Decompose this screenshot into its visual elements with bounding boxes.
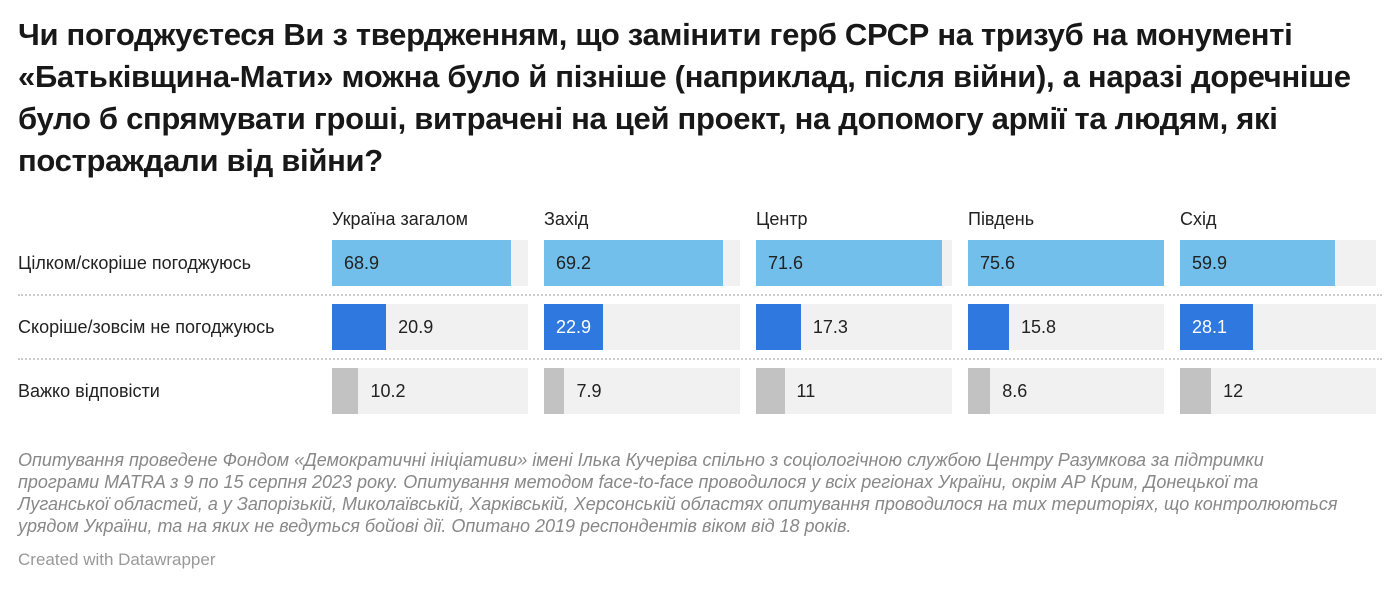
bar bbox=[544, 304, 604, 350]
bar-track: 20.9 bbox=[332, 304, 528, 350]
value-label: 28.1 bbox=[1192, 317, 1228, 337]
bar bbox=[756, 240, 942, 286]
bar bbox=[756, 304, 801, 350]
datawrapper-credit[interactable]: Created with Datawrapper bbox=[18, 550, 216, 569]
bar-track: 17.3 bbox=[756, 304, 952, 350]
bar-track: 22.9 bbox=[544, 304, 740, 350]
value-label: 69.2 bbox=[556, 253, 592, 273]
chart-notes: Опитування проведене Фондом «Демократичн… bbox=[18, 450, 1338, 536]
value-label: 22.9 bbox=[556, 317, 592, 337]
column-header: Центр bbox=[756, 209, 808, 229]
bar-track: 11 bbox=[756, 368, 952, 414]
row-label: Цілком/скоріше погоджуюсь bbox=[18, 253, 251, 273]
bar bbox=[968, 240, 1164, 286]
bar bbox=[1180, 304, 1253, 350]
row-label: Скоріше/зовсім не погоджуюсь bbox=[18, 317, 275, 337]
value-label: 7.9 bbox=[576, 381, 602, 401]
chart-title: Чи погоджуєтеся Ви з твердженням, що зам… bbox=[18, 17, 1351, 178]
value-label: 20.9 bbox=[398, 317, 434, 337]
bar-track: 69.2 bbox=[544, 240, 740, 286]
bar bbox=[332, 368, 359, 414]
bar bbox=[332, 240, 511, 286]
bar-track: 71.6 bbox=[756, 240, 952, 286]
value-label: 15.8 bbox=[1020, 317, 1056, 337]
bar-track: 75.6 bbox=[968, 240, 1164, 286]
bar-track: 15.8 bbox=[968, 304, 1164, 350]
row-label: Важко відповісти bbox=[18, 381, 160, 401]
column-header: Південь bbox=[968, 209, 1035, 229]
bar bbox=[968, 304, 1009, 350]
value-label: 71.6 bbox=[768, 253, 804, 273]
bar-track: 28.1 bbox=[1180, 304, 1376, 350]
value-label: 8.6 bbox=[1002, 381, 1028, 401]
bar-track: 7.9 bbox=[544, 368, 740, 414]
value-label: 17.3 bbox=[812, 317, 848, 337]
bar bbox=[756, 368, 785, 414]
bar-track: 59.9 bbox=[1180, 240, 1376, 286]
value-label: 11 bbox=[796, 381, 816, 401]
bar-track: 10.2 bbox=[332, 368, 528, 414]
column-header: Захід bbox=[544, 209, 589, 229]
column-header: Україна загалом bbox=[332, 209, 469, 229]
bar bbox=[544, 368, 565, 414]
bar bbox=[968, 368, 991, 414]
bar bbox=[1180, 240, 1336, 286]
value-label: 59.9 bbox=[1192, 253, 1228, 273]
column-header: Схід bbox=[1180, 209, 1217, 229]
value-label: 12 bbox=[1223, 381, 1244, 401]
row-separator bbox=[18, 294, 1382, 296]
bar-track: 8.6 bbox=[968, 368, 1164, 414]
bar bbox=[332, 304, 387, 350]
bar bbox=[1180, 368, 1212, 414]
value-label: 68.9 bbox=[344, 253, 380, 273]
bar-track: 68.9 bbox=[332, 240, 528, 286]
bar-track: 12 bbox=[1180, 368, 1376, 414]
bar bbox=[544, 240, 724, 286]
value-label: 10.2 bbox=[370, 381, 406, 401]
value-label: 75.6 bbox=[980, 253, 1016, 273]
row-separator bbox=[18, 358, 1382, 360]
